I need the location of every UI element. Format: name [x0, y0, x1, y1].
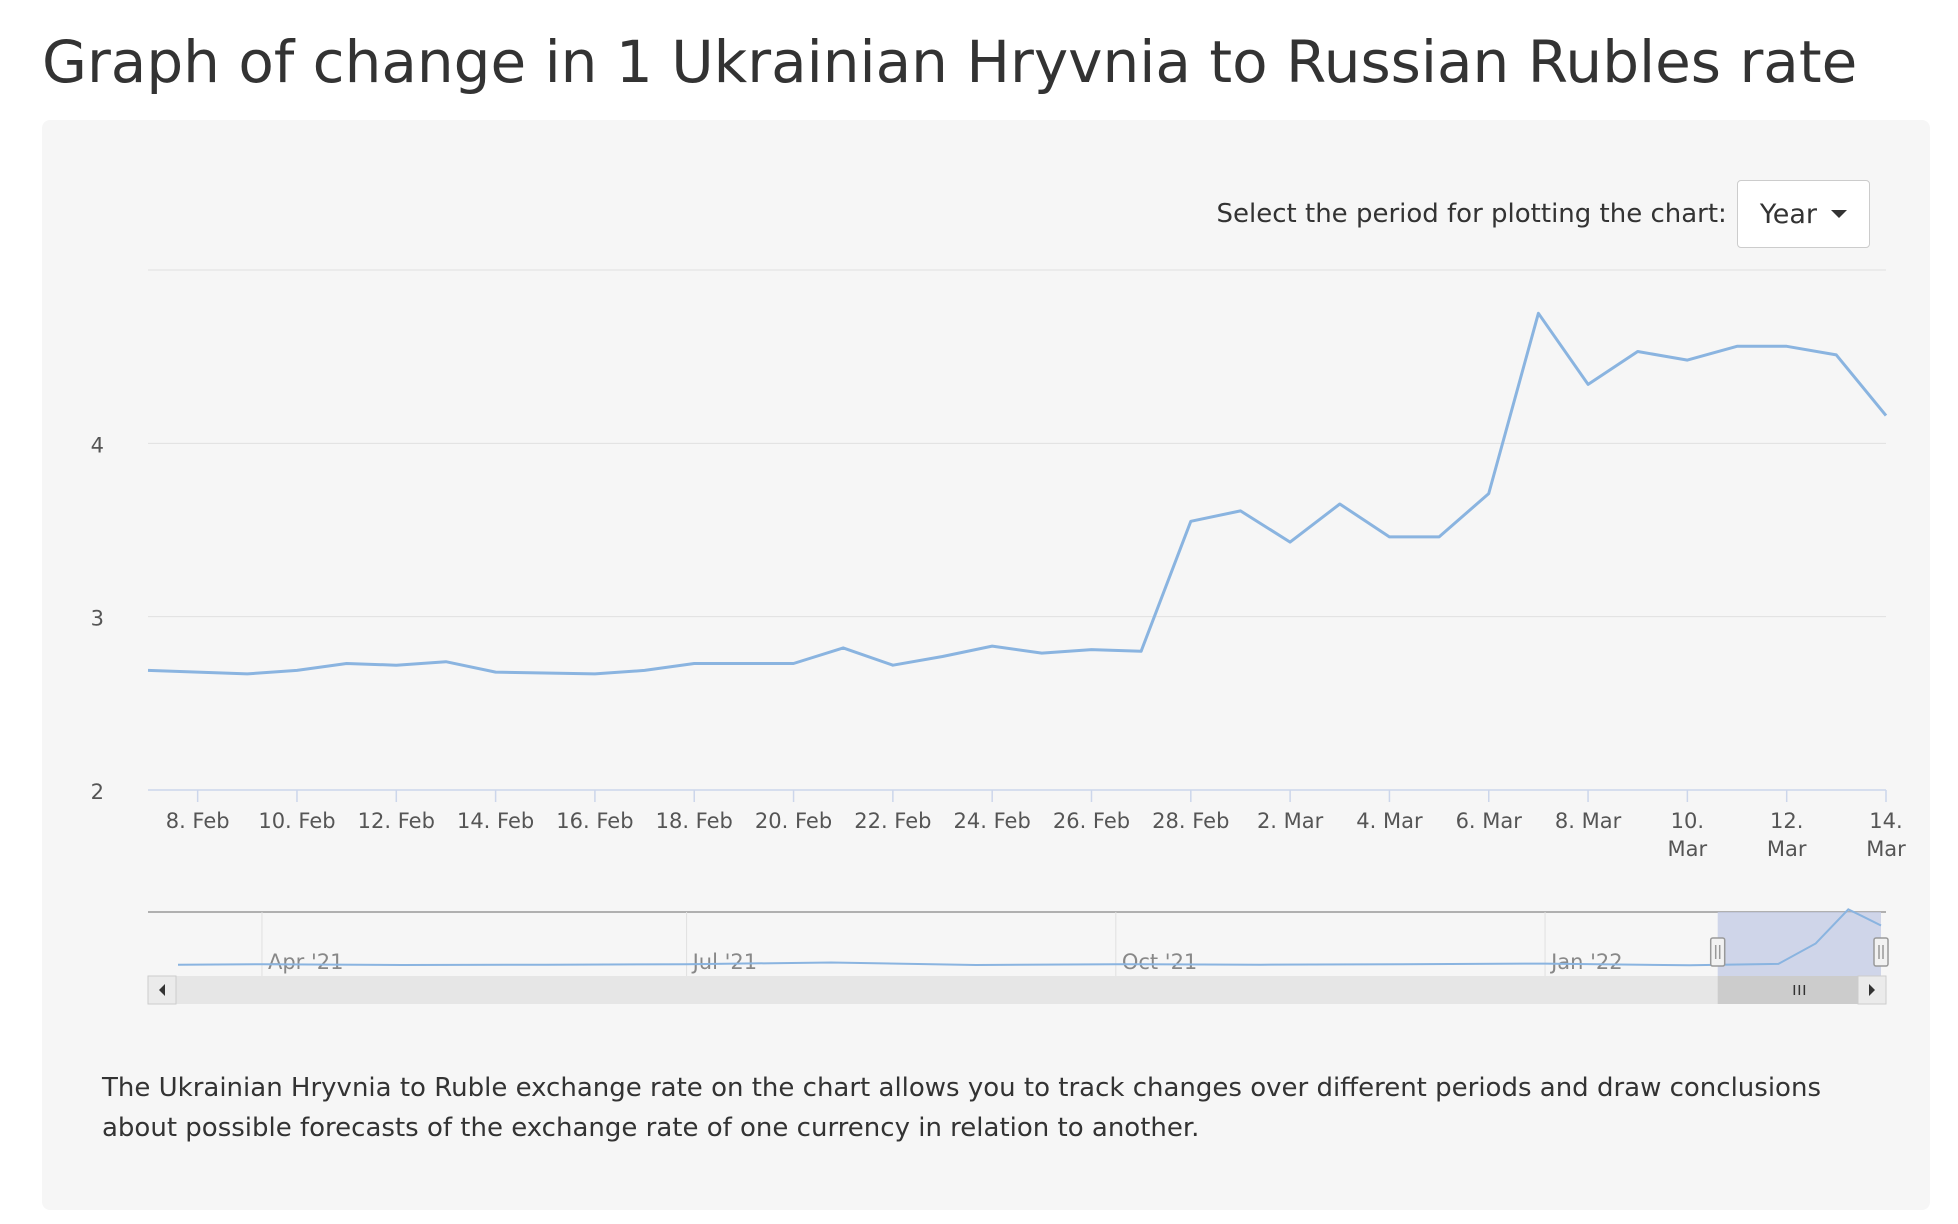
y-axis-tick-label: 4 — [91, 433, 104, 457]
x-axis-tick-label: 18. Feb — [656, 809, 733, 833]
page-title: Graph of change in 1 Ukrainian Hryvnia t… — [42, 28, 1858, 96]
caret-down-icon — [1831, 210, 1847, 218]
x-axis-tick-label: 26. Feb — [1053, 809, 1130, 833]
x-axis-tick-label: 8. Feb — [166, 809, 230, 833]
navigator-label: Jan '22 — [1549, 950, 1623, 974]
chart-card: 2 3 4 8. Feb 10. Feb 12. Feb 14. Feb 16. Feb 18.… — [42, 120, 1930, 1210]
x-axis-tick-label: 12. Mar — [1767, 809, 1807, 861]
chart-description: The Ukrainian Hryvnia to Ruble exchange … — [102, 1073, 1821, 1143]
x-axis-tick-label: 14. Mar — [1866, 809, 1906, 861]
scrollbar-track[interactable] — [148, 976, 1886, 1004]
x-axis-tick-label: 8. Mar — [1555, 809, 1622, 833]
x-axis-tick-label: 2. Mar — [1257, 809, 1324, 833]
x-axis-tick-label: 24. Feb — [954, 809, 1031, 833]
x-axis-tick-label: 10. Mar — [1668, 809, 1708, 861]
navigator-label: Apr '21 — [268, 950, 344, 974]
x-axis-tick-label: 4. Mar — [1356, 809, 1423, 833]
x-axis-tick-label: 10. Feb — [258, 809, 335, 833]
x-axis-tick-label: 14. Feb — [457, 809, 534, 833]
navigator-selection-mask[interactable] — [1717, 912, 1881, 976]
x-axis-tick-label: 12. Feb — [358, 809, 435, 833]
x-axis-tick-label: 28. Feb — [1152, 809, 1229, 833]
navigator-series-line — [177, 908, 1882, 967]
period-dropdown[interactable]: Year — [1736, 180, 1870, 248]
exchange-rate-chart: 2 3 4 8. Feb 10. Feb 12. Feb 14. Feb 16. Feb 18.… — [91, 269, 1906, 1005]
navigator-right-handle[interactable] — [1873, 937, 1889, 967]
navigator-label: Oct '21 — [1122, 950, 1197, 974]
navigator-left-handle[interactable] — [1709, 937, 1726, 967]
y-axis-tick-label: 2 — [91, 780, 104, 804]
x-axis-tick-label: 20. Feb — [755, 809, 832, 833]
period-dropdown-value: Year — [1759, 198, 1817, 230]
triangle-right-icon — [1869, 984, 1875, 996]
navigator-label: Jul '21 — [691, 950, 758, 974]
exchange-rate-series-line — [147, 311, 1888, 676]
triangle-left-icon — [159, 984, 165, 996]
x-axis-tick-label: 16. Feb — [556, 809, 633, 833]
period-selector-row: Select the period for plotting the chart… — [1217, 180, 1870, 248]
x-axis-tick-label: 6. Mar — [1456, 809, 1523, 833]
period-label: Select the period for plotting the chart… — [1216, 199, 1727, 229]
x-axis-tick-label: 22. Feb — [854, 809, 931, 833]
y-axis-tick-label: 3 — [91, 607, 104, 631]
